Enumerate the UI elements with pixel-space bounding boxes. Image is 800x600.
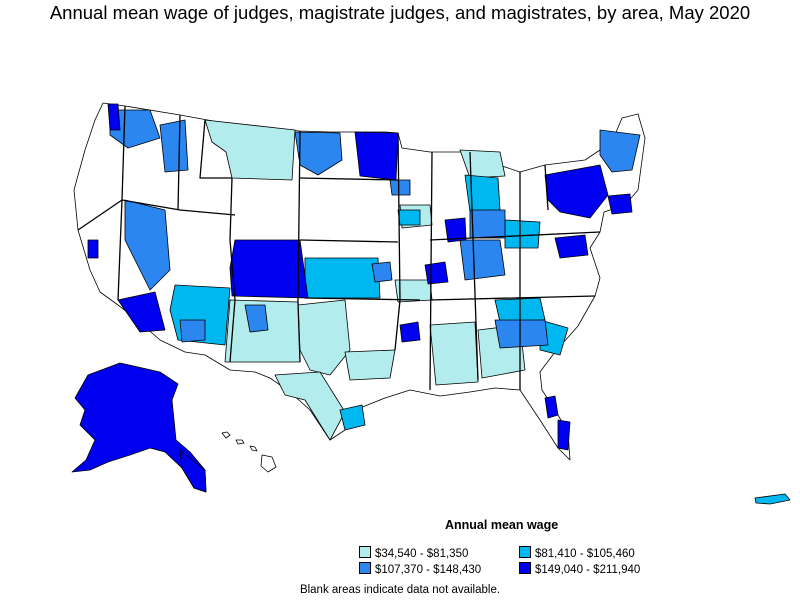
hawaii — [221, 431, 277, 473]
puerto-rico — [754, 493, 791, 505]
footnote: Blank areas indicate data not available. — [299, 584, 501, 596]
state-borders — [77, 105, 601, 391]
legend-swatch-tier-1 — [359, 546, 371, 558]
alaska — [71, 362, 207, 493]
legend-label-tier-3: $107,370 - $148,430 — [375, 564, 482, 576]
legend-swatch-tier-2 — [519, 546, 531, 558]
tier-149040-211940-areas — [87, 103, 633, 493]
legend-swatch-tier-3 — [359, 562, 371, 574]
legend-item-tier-3: $107,370 - $148,430 — [359, 562, 481, 576]
legend-label-tier-1: $34,540 - $81,350 — [375, 548, 469, 560]
legend-item-tier-1: $34,540 - $81,350 — [359, 546, 468, 560]
legend-label-tier-4: $149,040 - $211,940 — [535, 564, 641, 576]
legend-swatch-tier-4 — [519, 562, 531, 574]
tier-34540-81350-areas — [204, 119, 526, 441]
legend-title: Annual mean wage — [445, 518, 559, 532]
legend-item-tier-4: $149,040 - $211,940 — [519, 562, 640, 576]
map-title: Annual mean wage of judges, magistrate j… — [49, 2, 751, 23]
legend-label-tier-2: $81,410 - $105,460 — [535, 548, 635, 560]
legend-item-tier-2: $81,410 - $105,460 — [519, 546, 635, 560]
us-area-map — [71, 102, 791, 505]
tier-107370-148430-areas — [109, 109, 641, 349]
